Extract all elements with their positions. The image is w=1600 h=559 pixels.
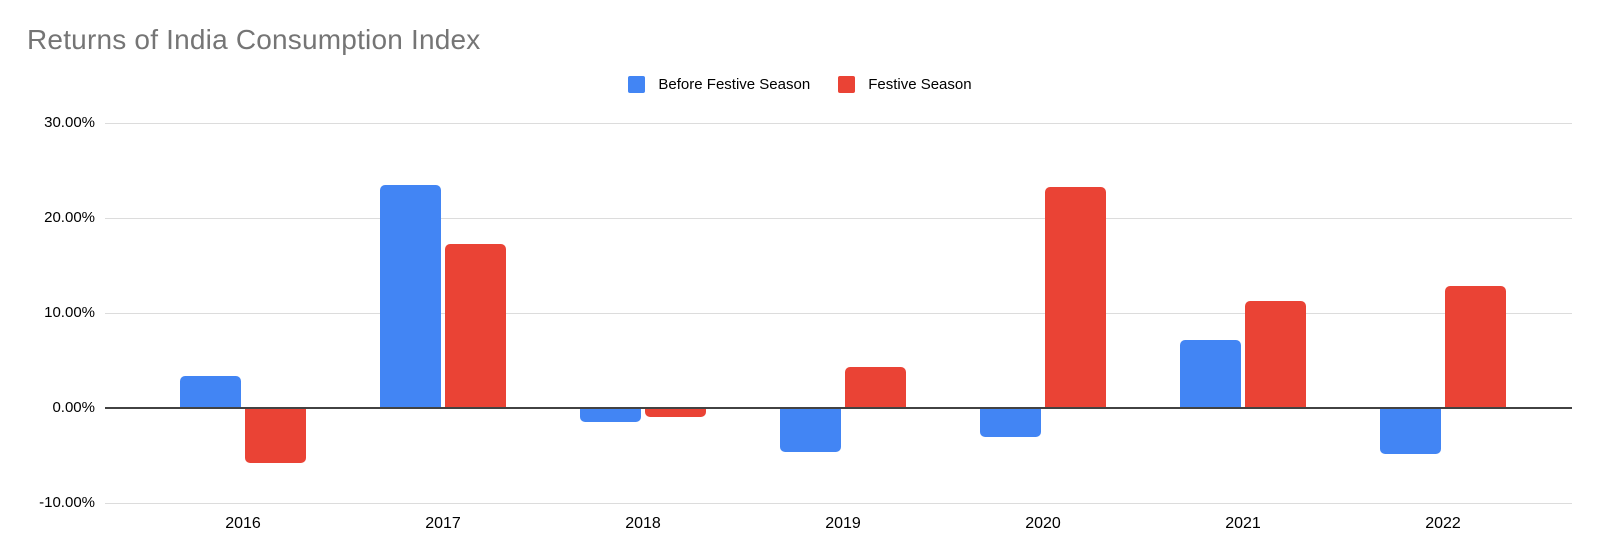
x-axis-tick-label-2022: 2022 — [1425, 515, 1461, 532]
x-axis-tick-label-2016: 2016 — [225, 515, 261, 532]
y-axis-tick-label: 30.00% — [44, 114, 95, 131]
bar-before-festive-season-2018[interactable] — [580, 408, 641, 422]
legend-swatch-red-icon — [838, 75, 856, 93]
bar-festive-season-2020[interactable] — [1045, 187, 1106, 408]
bar-before-festive-season-2021[interactable] — [1180, 340, 1241, 408]
gridline-30 — [105, 123, 1572, 124]
legend-item-before-festive-season[interactable]: Before Festive Season — [628, 75, 811, 93]
bar-before-festive-season-2019[interactable] — [780, 408, 841, 452]
bar-before-festive-season-2022[interactable] — [1380, 408, 1441, 454]
legend-item-festive-season[interactable]: Festive Season — [838, 75, 972, 93]
bar-festive-season-2016[interactable] — [245, 408, 306, 463]
gridline--10 — [105, 503, 1572, 504]
x-axis-tick-label-2018: 2018 — [625, 515, 661, 532]
legend-label-before-festive-season: Before Festive Season — [658, 75, 811, 93]
x-axis-tick-label-2019: 2019 — [825, 515, 861, 532]
legend: Before Festive Season Festive Season — [0, 72, 1600, 96]
gridline-20 — [105, 218, 1572, 219]
gridline-10 — [105, 313, 1572, 314]
chart-title: Returns of India Consumption Index — [27, 24, 481, 55]
x-axis-tick-label-2020: 2020 — [1025, 515, 1061, 532]
bar-before-festive-season-2020[interactable] — [980, 408, 1041, 437]
x-axis-tick-label-2021: 2021 — [1225, 515, 1261, 532]
y-axis-tick-label: -10.00% — [39, 494, 95, 511]
bar-festive-season-2017[interactable] — [445, 244, 506, 408]
bar-festive-season-2022[interactable] — [1445, 286, 1506, 408]
legend-swatch-blue-icon — [628, 75, 646, 93]
x-axis-zero-line — [105, 407, 1572, 409]
bar-before-festive-season-2017[interactable] — [380, 185, 441, 408]
bar-festive-season-2021[interactable] — [1245, 301, 1306, 408]
y-axis-tick-label: 20.00% — [44, 209, 95, 226]
legend-label-festive-season: Festive Season — [868, 75, 972, 93]
bar-festive-season-2019[interactable] — [845, 367, 906, 408]
bar-before-festive-season-2016[interactable] — [180, 376, 241, 408]
y-axis-tick-label: 10.00% — [44, 304, 95, 321]
x-axis-tick-label-2017: 2017 — [425, 515, 461, 532]
y-axis-tick-label: 0.00% — [52, 399, 95, 416]
bar-festive-season-2018[interactable] — [645, 408, 706, 417]
